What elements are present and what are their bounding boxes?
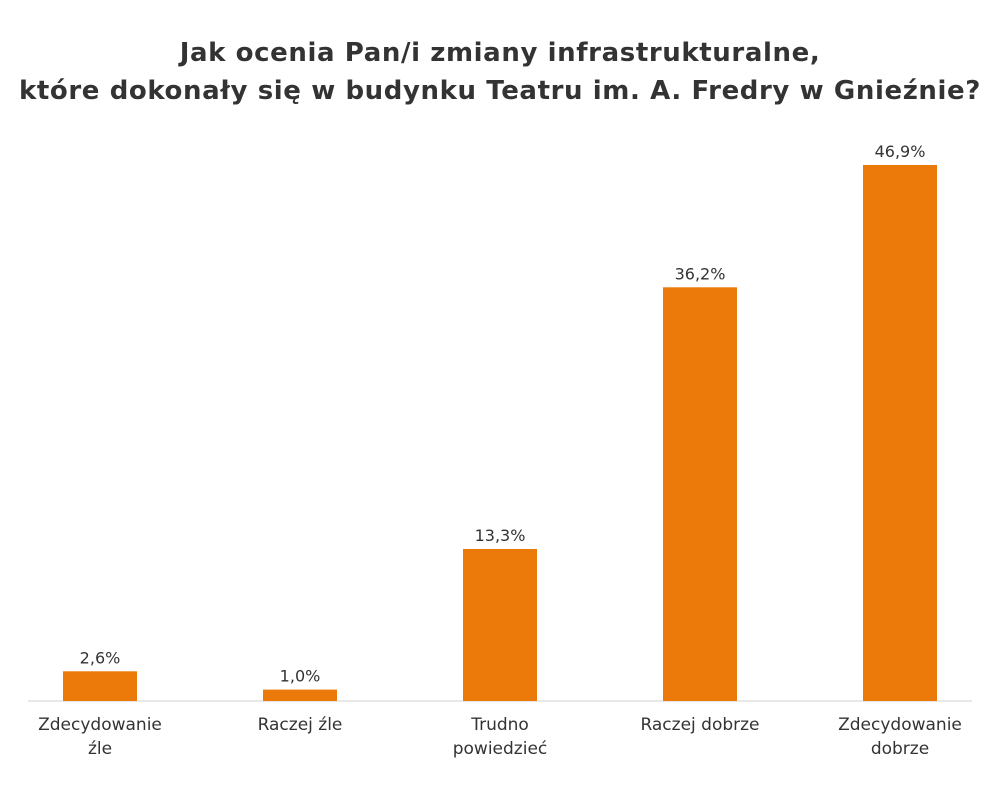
bar-group: [63, 165, 937, 701]
value-label-2: 1,0%: [280, 667, 321, 686]
value-label-1: 2,6%: [80, 648, 121, 667]
category-label-5-line-2: dobrze: [871, 739, 929, 759]
bar-2: [263, 689, 337, 701]
category-label-1-line-2: źle: [88, 739, 112, 759]
chart-title-line-1: Jak ocenia Pan/i zmiany infrastrukturaln…: [179, 38, 821, 68]
category-label-3-line-1: Trudno: [470, 715, 529, 735]
bar-5: [863, 165, 937, 701]
category-label-2-line-1: Raczej źle: [258, 715, 343, 735]
category-label-3: Trudno powiedzieć: [453, 715, 548, 759]
category-label-4-line-1: Raczej dobrze: [640, 715, 759, 735]
chart-title: Jak ocenia Pan/i zmiany infrastrukturaln…: [0, 34, 1000, 110]
bar-1: [63, 671, 137, 701]
bar-3: [463, 549, 537, 701]
value-label-group: 2,6% 1,0% 13,3% 36,2% 46,9%: [80, 142, 926, 686]
category-label-5-line-1: Zdecydowanie: [838, 715, 962, 735]
value-label-5: 46,9%: [875, 142, 926, 161]
chart-title-line-2: które dokonały się w budynku Teatru im. …: [19, 76, 981, 106]
category-label-3-line-2: powiedzieć: [453, 739, 548, 759]
category-label-4: Raczej dobrze: [640, 715, 759, 735]
category-label-group: Zdecydowanie źle Raczej źle Trudno powiedzie…: [38, 715, 962, 759]
category-label-2: Raczej źle: [258, 715, 343, 735]
value-label-3: 13,3%: [475, 526, 526, 545]
category-label-5: Zdecydowanie dobrze: [838, 715, 962, 759]
category-label-1-line-1: Zdecydowanie: [38, 715, 162, 735]
bar-4: [663, 287, 737, 701]
category-label-1: Zdecydowanie źle: [38, 715, 162, 759]
value-label-4: 36,2%: [675, 264, 726, 283]
